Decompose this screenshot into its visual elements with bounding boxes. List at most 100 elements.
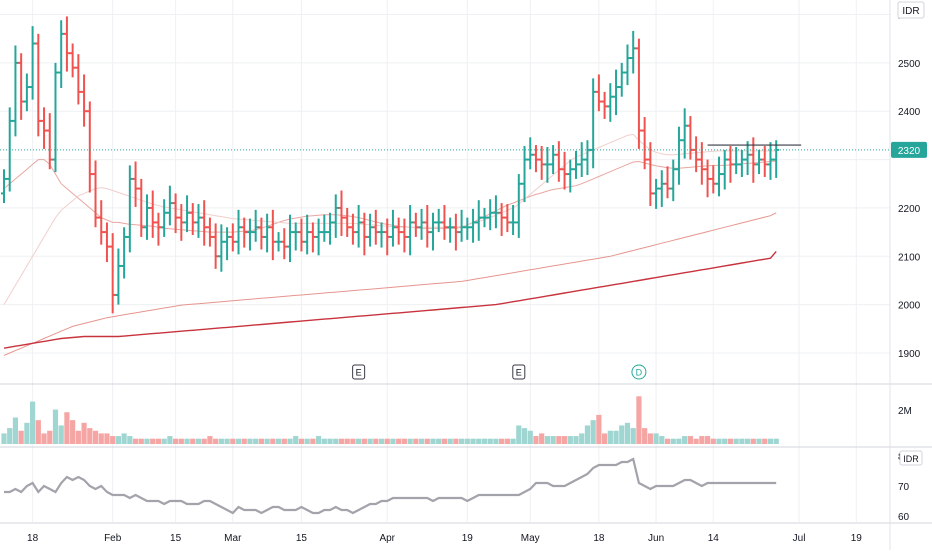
price-bar[interactable]: [195, 204, 202, 238]
price-bar[interactable]: [229, 223, 236, 252]
price-bar[interactable]: [595, 74, 602, 112]
price-bar[interactable]: [109, 233, 116, 314]
price-bar[interactable]: [144, 194, 150, 240]
price-bar[interactable]: [29, 26, 36, 100]
price-bar[interactable]: [653, 178, 660, 209]
price-bar[interactable]: [292, 222, 299, 251]
event-marker-0[interactable]: E: [352, 364, 366, 380]
price-bar[interactable]: [635, 38, 642, 149]
price-bar[interactable]: [578, 142, 585, 177]
price-bar[interactable]: [613, 69, 620, 116]
price-bar[interactable]: [389, 209, 396, 247]
price-bar[interactable]: [126, 165, 133, 253]
price-bar[interactable]: [269, 209, 276, 261]
price-bar[interactable]: [224, 227, 231, 261]
price-bar[interactable]: [98, 200, 105, 245]
price-bar[interactable]: [315, 218, 322, 256]
price-bar[interactable]: [52, 62, 59, 173]
price-bar[interactable]: [344, 207, 351, 237]
price-bar[interactable]: [767, 142, 774, 180]
price-bar[interactable]: [86, 101, 93, 193]
price-bar[interactable]: [75, 54, 82, 105]
event-marker-2[interactable]: D: [631, 364, 647, 380]
price-bar[interactable]: [281, 228, 288, 260]
price-bar[interactable]: [201, 200, 208, 246]
price-bar[interactable]: [492, 195, 499, 229]
price-bar[interactable]: [475, 200, 482, 241]
price-bar[interactable]: [401, 218, 408, 253]
price-bar[interactable]: [716, 156, 722, 197]
price-bar[interactable]: [115, 248, 122, 305]
price-bar[interactable]: [658, 170, 665, 207]
price-bar[interactable]: [647, 142, 654, 206]
price-bar[interactable]: [212, 223, 219, 269]
price-bar[interactable]: [258, 217, 265, 250]
price-bar[interactable]: [532, 145, 539, 173]
price-bar[interactable]: [275, 232, 282, 252]
price-bar[interactable]: [624, 44, 631, 86]
price-bar[interactable]: [46, 113, 53, 170]
price-bar[interactable]: [727, 146, 734, 183]
price-bar[interactable]: [172, 193, 179, 234]
price-bar[interactable]: [698, 142, 705, 185]
price-bar[interactable]: [601, 91, 608, 119]
price-bar[interactable]: [630, 30, 637, 74]
price-bar[interactable]: [81, 74, 88, 127]
price-bar[interactable]: [567, 159, 574, 193]
price-bar[interactable]: [327, 212, 334, 245]
price-bar[interactable]: [252, 209, 259, 242]
price-bar[interactable]: [69, 43, 76, 78]
price-bar[interactable]: [538, 146, 545, 180]
price-bar[interactable]: [761, 146, 768, 177]
price-bar[interactable]: [412, 212, 419, 237]
price-bar[interactable]: [675, 126, 682, 185]
price-bar[interactable]: [63, 16, 70, 72]
price-bar[interactable]: [418, 208, 425, 240]
price-bar[interactable]: [618, 62, 625, 97]
price-bar[interactable]: [206, 217, 213, 247]
price-bar[interactable]: [664, 166, 671, 199]
price-bar[interactable]: [18, 53, 25, 120]
price-bar[interactable]: [12, 45, 19, 137]
price-bar[interactable]: [544, 146, 551, 183]
price-bar[interactable]: [367, 213, 374, 247]
price-bar[interactable]: [92, 160, 99, 228]
price-bar[interactable]: [441, 205, 448, 240]
time-axis[interactable]: 18 Feb 15 Mar 15 Apr 19 May 18 Jun 14 Jul 19: [27, 533, 862, 544]
price-bar[interactable]: [304, 214, 311, 255]
price-bar[interactable]: [550, 145, 557, 175]
price-bar[interactable]: [430, 212, 436, 251]
price-bar[interactable]: [35, 33, 42, 137]
price-bar[interactable]: [178, 204, 185, 241]
price-bar[interactable]: [447, 217, 454, 243]
price-bar[interactable]: [41, 107, 48, 149]
price-bar[interactable]: [733, 146, 740, 175]
price-bar[interactable]: [138, 178, 145, 237]
price-bar[interactable]: [349, 213, 356, 245]
price-bar[interactable]: [515, 174, 522, 238]
price-bar[interactable]: [498, 203, 505, 236]
price-bar[interactable]: [424, 205, 431, 248]
price-bar[interactable]: [372, 209, 379, 245]
price-bar[interactable]: [184, 195, 191, 233]
price-bar[interactable]: [121, 227, 128, 279]
price-bar[interactable]: [435, 208, 442, 233]
price-bar[interactable]: [641, 117, 648, 170]
price-bar[interactable]: [241, 217, 248, 248]
price-bar[interactable]: [309, 222, 316, 253]
price-bar[interactable]: [189, 203, 196, 236]
price-bar[interactable]: [407, 205, 414, 256]
price-bar[interactable]: [487, 199, 494, 231]
price-bar[interactable]: [384, 218, 391, 256]
price-bar[interactable]: [1, 169, 7, 204]
event-marker-1[interactable]: E: [512, 364, 526, 380]
price-bar[interactable]: [298, 218, 305, 252]
price-bar[interactable]: [738, 149, 745, 177]
price-bar[interactable]: [670, 159, 677, 202]
price-bar[interactable]: [361, 212, 368, 256]
price-bar[interactable]: [161, 199, 168, 237]
price-bar[interactable]: [338, 190, 345, 236]
price-bar[interactable]: [561, 151, 568, 190]
